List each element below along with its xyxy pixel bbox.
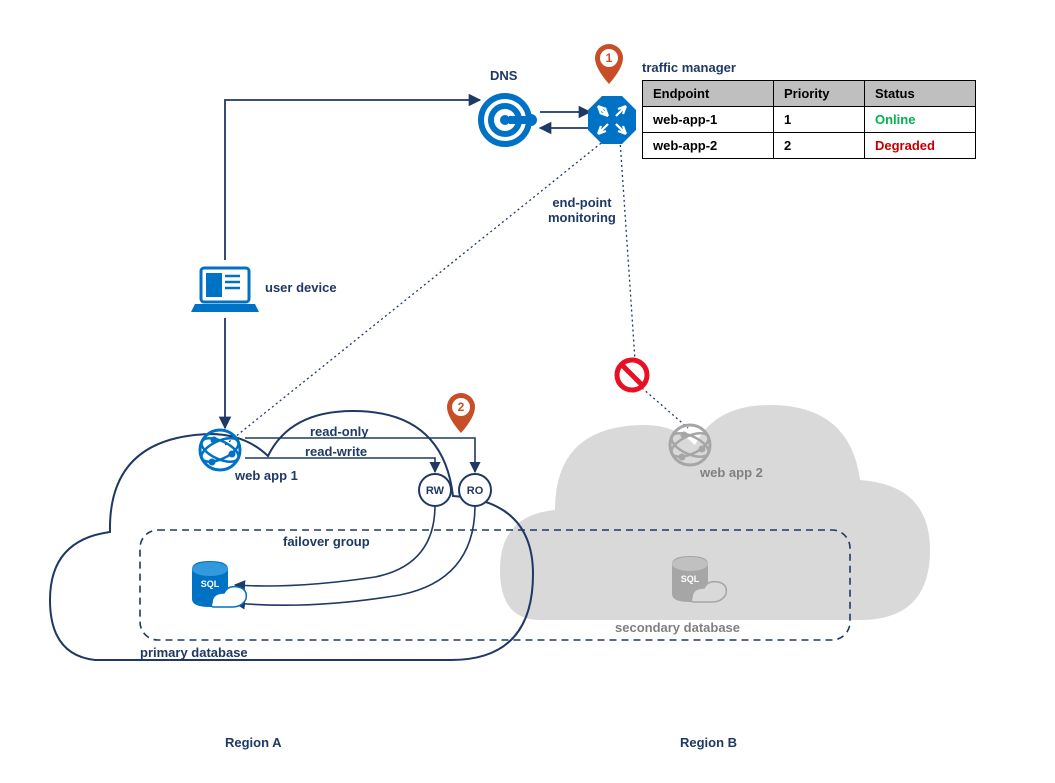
cell-endpoint: web-app-1: [643, 107, 774, 133]
sql-primary-icon: SQL: [192, 561, 246, 607]
table-row: web-app-1 1 Online: [643, 107, 976, 133]
dns-label: DNS: [490, 68, 517, 83]
user-device-label: user device: [265, 280, 337, 295]
traffic-manager-icon: [588, 96, 636, 144]
table-row: web-app-2 2 Degraded: [643, 133, 976, 159]
pin-1-icon: 1: [595, 44, 623, 84]
cell-status: Online: [865, 107, 976, 133]
col-priority: Priority: [774, 81, 865, 107]
web-app-1-label: web app 1: [235, 468, 298, 483]
prohibit-icon: [617, 360, 647, 390]
sql-label-2: SQL: [681, 574, 700, 584]
pin-1-number: 1: [606, 51, 613, 65]
cell-priority: 2: [774, 133, 865, 159]
read-only-label: read-only: [310, 424, 369, 439]
web-app-2-label: web app 2: [700, 465, 763, 480]
col-endpoint: Endpoint: [643, 81, 774, 107]
edge-monitor-webapp2-b: [642, 388, 688, 428]
sql-label: SQL: [201, 579, 220, 589]
pin-2-number: 2: [458, 400, 465, 414]
pin-2-icon: 2: [447, 393, 475, 433]
edge-ro-to-sql: [235, 505, 475, 605]
secondary-db-label: secondary database: [615, 620, 740, 635]
dns-icon: [481, 96, 537, 144]
col-status: Status: [865, 81, 976, 107]
read-write-label: read-write: [305, 444, 367, 459]
user-device-icon: [191, 268, 259, 312]
failover-group-label: failover group: [283, 534, 370, 549]
cell-priority: 1: [774, 107, 865, 133]
cell-endpoint: web-app-2: [643, 133, 774, 159]
region-b-label: Region B: [680, 735, 737, 750]
web-app-1-icon: [198, 430, 242, 470]
edge-monitor-webapp2: [620, 140, 635, 360]
ro-endpoint-icon: RO: [459, 474, 491, 506]
rw-endpoint-icon: RW: [419, 474, 451, 506]
table-header-row: Endpoint Priority Status: [643, 81, 976, 107]
primary-db-label: primary database: [140, 645, 248, 660]
edge-user-to-dns: [225, 100, 480, 260]
traffic-manager-label: traffic manager: [642, 60, 736, 75]
cell-status: Degraded: [865, 133, 976, 159]
endpoint-monitoring-label: end-point monitoring: [548, 195, 616, 225]
rw-label: RW: [426, 485, 445, 497]
ro-label: RO: [467, 485, 484, 497]
region-a-label: Region A: [225, 735, 282, 750]
endpoint-table: Endpoint Priority Status web-app-1 1 Onl…: [642, 80, 976, 159]
